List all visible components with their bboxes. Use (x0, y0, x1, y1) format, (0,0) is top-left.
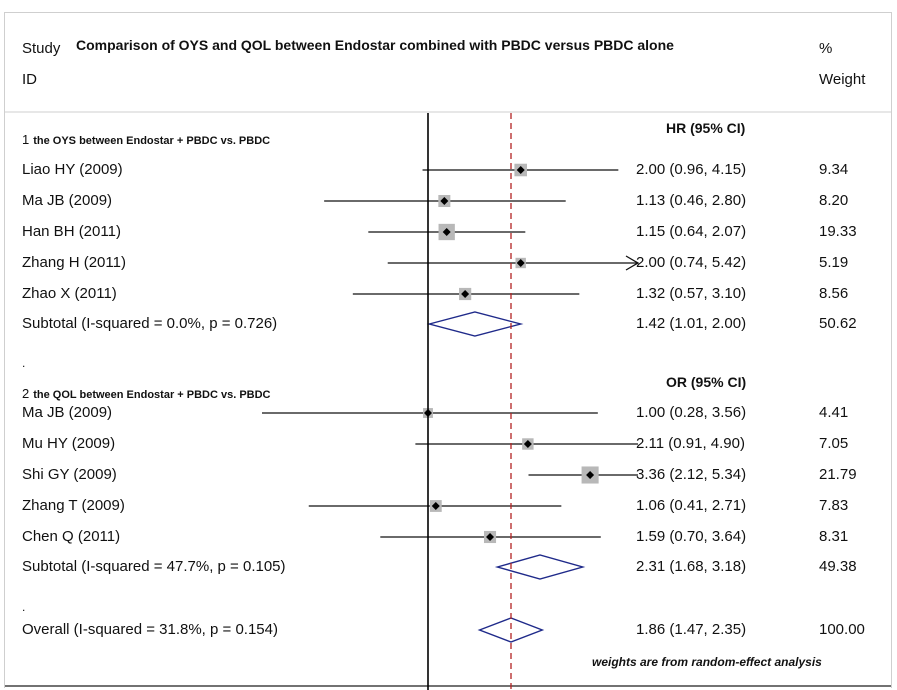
effect-measure-header: OR (95% CI) (666, 374, 747, 390)
study-header: Study (22, 40, 61, 57)
study-estimate: 1.59 (0.70, 3.64) (636, 528, 747, 545)
study-weight: 8.20 (819, 192, 849, 209)
study-estimate: 1.00 (0.28, 3.56) (636, 404, 747, 421)
separator-dot: . (22, 600, 26, 614)
study-weight: 19.33 (819, 223, 857, 240)
point-estimate (523, 440, 532, 448)
study-label: Zhang T (2009) (22, 497, 125, 514)
subtotal-diamond (494, 554, 586, 580)
study-estimate: 3.36 (2.12, 5.34) (636, 466, 747, 483)
overall-weight: 100.00 (819, 621, 865, 638)
study-estimate: 1.13 (0.46, 2.80) (636, 192, 747, 209)
study-estimate: 1.06 (0.41, 2.71) (636, 497, 747, 514)
study-label: Han BH (2011) (22, 223, 121, 240)
overall-label: Overall (I-squared = 31.8%, p = 0.154) (22, 621, 278, 638)
point-estimate (586, 471, 595, 479)
point-estimate (486, 533, 495, 541)
study-estimate: 1.32 (0.57, 3.10) (636, 285, 747, 302)
study-label: Shi GY (2009) (22, 466, 117, 483)
study-estimate: 2.00 (0.74, 5.42) (636, 254, 747, 271)
overall-estimate: 1.86 (1.47, 2.35) (636, 621, 747, 638)
study-weight: 9.34 (819, 161, 849, 178)
point-estimate (431, 502, 440, 510)
group-number: 1 (22, 132, 30, 147)
study-weight: 21.79 (819, 466, 857, 483)
overall-diamond (477, 617, 545, 643)
subtotal-diamond (426, 311, 524, 337)
study-label: Ma JB (2009) (22, 404, 113, 421)
study-weight: 8.56 (819, 285, 849, 302)
study-estimate: 1.15 (0.64, 2.07) (636, 223, 747, 240)
subtotal-weight: 50.62 (819, 315, 857, 332)
point-estimate (442, 228, 451, 236)
study-label: Mu HY (2009) (22, 435, 116, 452)
group-number: 2 (22, 386, 30, 401)
point-estimate (461, 290, 470, 298)
subtotal-weight: 49.38 (819, 558, 857, 575)
subtotal-estimate: 2.31 (1.68, 3.18) (636, 558, 747, 575)
ci-arrow (625, 255, 640, 271)
subtotal-label: Subtotal (I-squared = 47.7%, p = 0.105) (22, 558, 286, 575)
subtotal-label: Subtotal (I-squared = 0.0%, p = 0.726) (22, 315, 278, 332)
study-weight: 5.19 (819, 254, 849, 271)
group-label: the QOL between Endostar + PBDC vs. PBDC (33, 389, 271, 401)
effect-measure-header: HR (95% CI) (666, 120, 746, 136)
study-weight: 7.05 (819, 435, 849, 452)
chart-title: Comparison of OYS and QOL between Endost… (76, 37, 674, 53)
study-label: Liao HY (2009) (22, 161, 123, 178)
study-estimate: 2.00 (0.96, 4.15) (636, 161, 747, 178)
subtotal-estimate: 1.42 (1.01, 2.00) (636, 315, 747, 332)
separator-dot: . (22, 356, 26, 370)
study-label: Zhao X (2011) (22, 285, 117, 302)
study-label: Zhang H (2011) (22, 254, 126, 271)
study-weight: 7.83 (819, 497, 849, 514)
group-heading: 2 the QOL between Endostar + PBDC vs. PBD… (22, 386, 271, 401)
weight-header: Weight (819, 71, 866, 88)
study-weight: 8.31 (819, 528, 849, 545)
point-estimate (516, 166, 525, 174)
point-estimate (516, 259, 525, 267)
group-label: the OYS between Endostar + PBDC vs. PBDC (33, 135, 271, 147)
study-label: Chen Q (2011) (22, 528, 121, 545)
study-weight: 4.41 (819, 404, 849, 421)
study-estimate: 2.11 (0.91, 4.90) (636, 435, 745, 452)
group-heading: 1 the OYS between Endostar + PBDC vs. PBD… (22, 132, 270, 147)
percent-header: % (819, 40, 833, 57)
point-estimate (440, 197, 449, 205)
study-label: Ma JB (2009) (22, 192, 113, 209)
forest-plot-frame (4, 12, 892, 688)
footnote: weights are from random-effect analysis (592, 655, 822, 669)
id-header: ID (22, 71, 37, 88)
